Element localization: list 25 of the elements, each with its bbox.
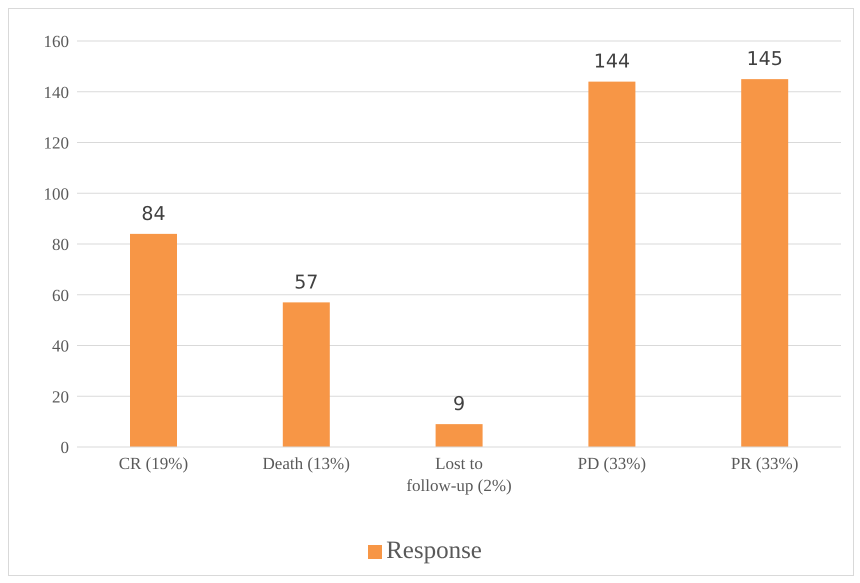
bar (741, 79, 788, 447)
y-tick-label: 20 (52, 387, 69, 406)
data-label: 144 (594, 50, 630, 73)
data-label: 57 (294, 271, 318, 294)
y-tick-label: 60 (52, 286, 69, 305)
y-tick-label: 160 (44, 32, 69, 52)
data-label: 84 (141, 202, 166, 225)
bar (130, 234, 177, 447)
x-tick-label: CR (19%) (118, 454, 188, 473)
y-tick-label: 120 (44, 134, 69, 153)
x-tick-label: PD (33%) (578, 454, 646, 473)
legend-label: Response (386, 537, 482, 564)
data-label: 9 (453, 393, 466, 416)
x-tick-label: PR (33%) (730, 454, 798, 473)
x-tick-label: Death (13%) (262, 454, 350, 473)
y-tick-label: 80 (52, 235, 69, 254)
data-label: 145 (746, 48, 783, 70)
y-tick-label: 40 (52, 336, 69, 356)
bar (436, 424, 483, 447)
x-tick-label: Lost to follow-up (2%) (406, 454, 512, 495)
y-tick-label: 0 (60, 438, 69, 458)
y-tick-label: 140 (44, 82, 69, 102)
y-tick-label: 100 (44, 184, 69, 204)
bar (588, 82, 636, 447)
bar (282, 302, 330, 447)
